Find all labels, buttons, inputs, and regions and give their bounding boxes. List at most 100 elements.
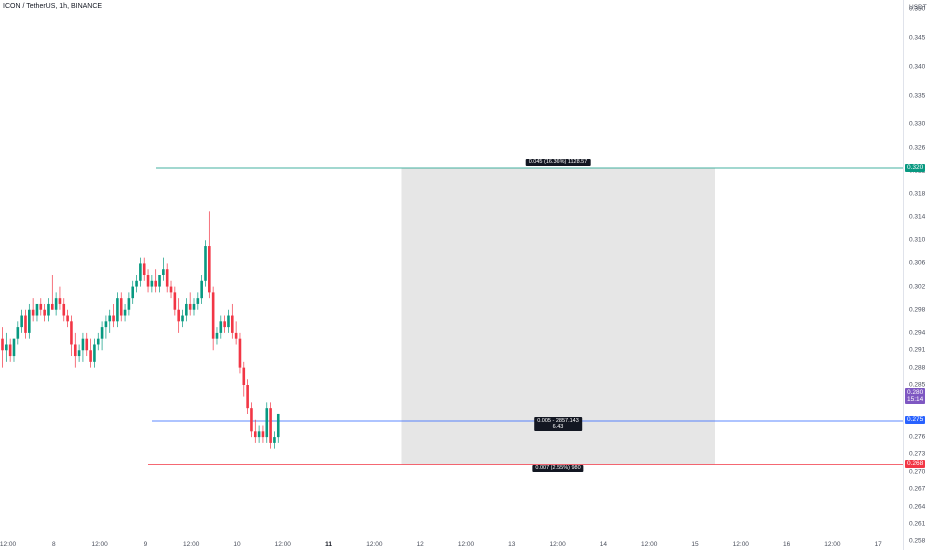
price-tick: 0.258 <box>909 537 926 545</box>
candle-body <box>162 269 165 275</box>
candle-body <box>85 338 89 351</box>
candle-body <box>188 303 192 310</box>
candle-body <box>185 303 188 316</box>
candle-body <box>16 327 20 339</box>
price-tick: 0.314 <box>909 213 926 221</box>
candle-body <box>204 246 207 281</box>
candle-body <box>54 298 58 310</box>
candle-body <box>43 309 46 316</box>
price-tick: 0.291 <box>909 346 926 354</box>
candle-body <box>131 286 135 299</box>
candle-body <box>192 303 196 310</box>
candle-body <box>12 338 16 357</box>
candle-body <box>223 321 226 328</box>
chart-canvas[interactable] <box>0 0 903 550</box>
candle-body <box>200 280 203 299</box>
entry-label-line1: 0.005 - 2857.143 <box>537 418 579 424</box>
time-tick: 12:00 <box>274 541 291 548</box>
entry-label[interactable]: 0.005 - 2857.143 6.43 <box>534 417 582 431</box>
price-tick: 0.294 <box>909 329 926 337</box>
candle-body <box>142 263 146 275</box>
candle-body <box>135 280 138 287</box>
candle-body <box>231 315 234 333</box>
time-tick: 12:00 <box>457 541 475 548</box>
candle-body <box>62 303 66 316</box>
time-tick: 8 <box>51 541 56 548</box>
candle-body <box>242 367 246 385</box>
candle-body <box>123 309 127 316</box>
candle-body <box>265 408 269 438</box>
candle-body <box>146 275 150 287</box>
position-zone <box>401 168 715 465</box>
candle-body <box>196 298 200 304</box>
price-tick: 0.335 <box>909 92 926 100</box>
stop-label[interactable]: 0.007 (2.55%) 980 <box>532 465 584 472</box>
candle-body <box>58 298 62 304</box>
candle-body <box>211 292 215 339</box>
candle-body <box>165 269 169 287</box>
candle-body <box>276 413 280 438</box>
candle-body <box>20 315 23 328</box>
candle-body <box>93 344 96 362</box>
candle-body <box>5 344 8 351</box>
price-tick: 0.326 <box>909 144 926 152</box>
candle-body <box>158 275 161 287</box>
candle-body <box>28 309 31 333</box>
candle-body <box>66 315 69 322</box>
time-tick: 12:00 <box>91 541 108 548</box>
candle-body <box>234 332 238 339</box>
price-tick: 0.298 <box>909 306 926 314</box>
price-tick: 0.270 <box>909 468 926 476</box>
time-tick: 12 <box>416 541 424 548</box>
candle-body <box>238 338 242 368</box>
candle-body <box>227 315 230 328</box>
time-tick: 12:00 <box>0 541 17 548</box>
candle-body <box>24 315 27 333</box>
candle-body <box>81 338 85 351</box>
price-tick: 0.302 <box>909 283 926 291</box>
price-tick: 0.345 <box>909 34 926 42</box>
candle-body <box>119 298 123 316</box>
price-tick: 0.350 <box>909 5 926 13</box>
candle-body <box>269 408 272 443</box>
time-tick: 12:00 <box>732 541 749 548</box>
candle-body <box>177 309 180 322</box>
candle-body <box>47 303 50 316</box>
time-tick: 12:00 <box>641 541 658 548</box>
candle-body <box>154 280 157 287</box>
time-tick: 11 <box>325 541 333 548</box>
candle-body <box>169 286 173 293</box>
price-tick: 0.264 <box>909 503 926 511</box>
candle-body <box>96 338 100 345</box>
target-price-badge: 0.320 <box>905 164 926 172</box>
candle-body <box>246 385 249 409</box>
price-tick: 0.273 <box>909 450 926 458</box>
price-scale-unit[interactable]: USDT <box>909 4 927 11</box>
price-scale-border <box>903 0 904 550</box>
target-label[interactable]: 0.045 (16.36%) 1128.57 <box>525 159 591 166</box>
candle-body <box>173 292 177 310</box>
time-tick: 12:00 <box>366 541 383 548</box>
candle-body <box>139 263 142 281</box>
price-tick: 0.261 <box>909 520 926 528</box>
price-tick: 0.310 <box>909 236 926 244</box>
price-tick: 0.288 <box>909 364 926 372</box>
candle-body <box>127 298 131 310</box>
candle-body <box>8 344 12 357</box>
time-tick: 16 <box>782 541 791 548</box>
stop-price-badge: 0.268 <box>905 460 926 468</box>
time-tick: 13 <box>508 541 516 548</box>
candle-body <box>70 321 73 345</box>
candle-body <box>219 321 223 333</box>
candle-body <box>35 303 39 316</box>
candle-body <box>104 321 108 328</box>
candle-body <box>250 408 253 432</box>
entry-label-line2: 6.43 <box>552 424 564 430</box>
candle-body <box>1 338 4 351</box>
candle-body <box>150 280 154 287</box>
candle-body <box>50 303 54 310</box>
price-tick: 0.285 <box>909 381 926 389</box>
symbol-title[interactable]: ICON / TetherUS, 1h, BINANCE <box>3 3 103 10</box>
time-tick: 10 <box>233 541 241 548</box>
bar-countdown: 15:14 <box>907 396 924 403</box>
